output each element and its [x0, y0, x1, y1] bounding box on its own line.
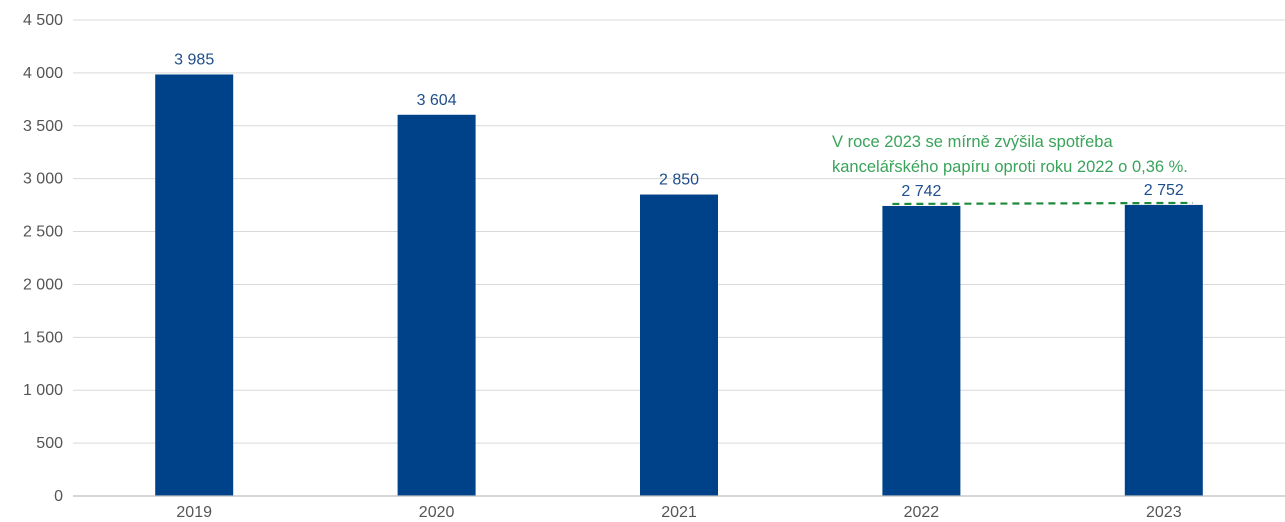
y-tick-label: 0: [54, 488, 63, 505]
bar-2019: [155, 74, 234, 496]
y-tick-label: 4 500: [23, 12, 63, 29]
bar-2022: [882, 205, 961, 496]
data-label-2021: 2 850: [659, 172, 699, 189]
y-tick-label: 2 000: [23, 276, 63, 293]
data-labels: 3 985 3 604 2 850 2 742 2 752: [174, 51, 1184, 199]
bar-2023: [1124, 204, 1203, 497]
y-tick-label: 4 000: [23, 65, 63, 82]
annotation-line-1: V roce 2023 se mírně zvýšila spotřeba: [832, 133, 1113, 151]
y-tick-label: 3 000: [23, 171, 63, 188]
data-label-2019: 3 985: [174, 51, 214, 68]
bar-2021: [640, 194, 718, 497]
data-label-2023: 2 752: [1144, 182, 1184, 199]
annotation-line-2: kancelářského papíru oproti roku 2022 o …: [832, 158, 1188, 176]
y-tick-label: 500: [36, 435, 63, 452]
data-label-2022: 2 742: [901, 183, 941, 200]
bar-2020: [397, 114, 476, 496]
annotation-text: V roce 2023 se mírně zvýšila spotřeba ka…: [832, 133, 1188, 176]
trend-line: [892, 201, 1193, 206]
x-tick-label: 2021: [661, 504, 697, 521]
bars: [155, 74, 1203, 497]
x-tick-label: 2020: [419, 504, 455, 521]
y-tick-label: 1 000: [23, 382, 63, 399]
x-tick-label: 2022: [904, 504, 940, 521]
x-tick-label: 2019: [176, 504, 212, 521]
y-tick-label: 2 500: [23, 224, 63, 241]
x-axis-tick-labels: 2019 2020 2021 2022 2023: [176, 504, 1181, 521]
y-axis-tick-labels: 0 500 1 000 1 500 2 000 2 500 3 000 3 500 4 000 4…: [23, 12, 63, 505]
x-tick-label: 2023: [1146, 504, 1182, 521]
data-label-2020: 3 604: [417, 92, 457, 109]
y-tick-label: 1 500: [23, 329, 63, 346]
y-tick-label: 3 500: [23, 118, 63, 135]
